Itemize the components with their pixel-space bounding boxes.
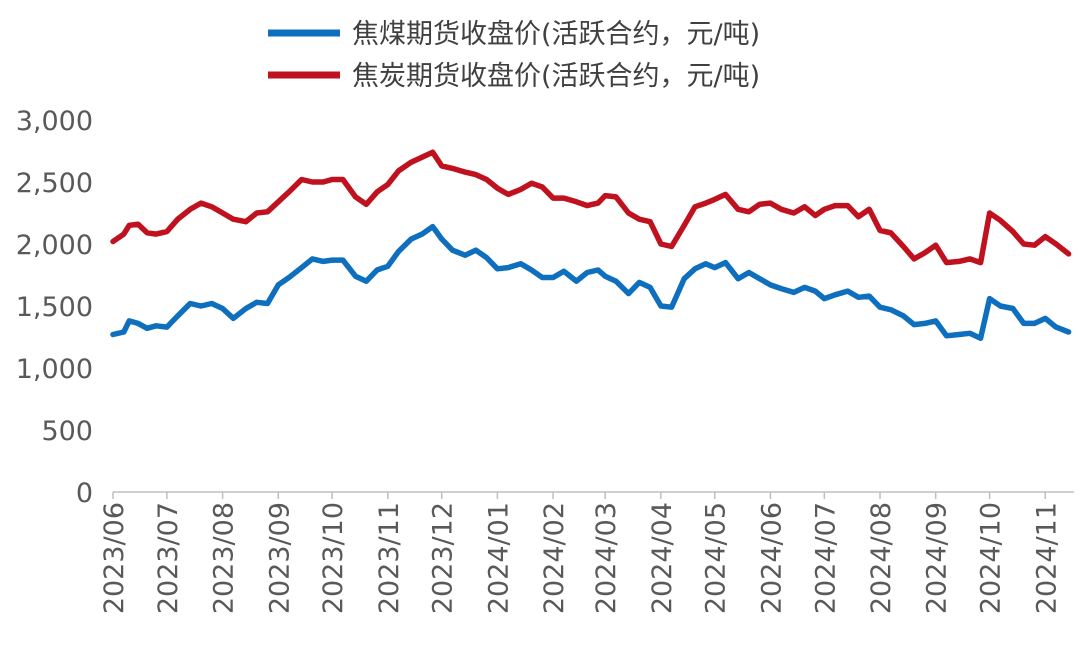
x-tick-label: 2024/06 xyxy=(756,502,787,614)
x-tick-label: 2023/08 xyxy=(209,502,240,614)
y-tick-label: 500 xyxy=(41,416,93,447)
x-axis: 2023/06 2023/07 2023/08 2023/09 2023/10 2023/… xyxy=(99,491,1074,614)
x-tick-label: 2024/05 xyxy=(701,502,732,614)
x-tick-label: 2024/01 xyxy=(483,502,514,614)
x-tick-label: 2024/11 xyxy=(1031,502,1062,614)
legend: 焦煤期货收盘价(活跃合约，元/吨) 焦炭期货收盘价(活跃合约，元/吨) xyxy=(268,19,760,92)
y-tick-label: 2,000 xyxy=(16,230,93,261)
y-tick-label: 1,500 xyxy=(16,292,93,323)
x-tick-label: 2023/10 xyxy=(318,502,349,614)
legend-label-coke: 焦炭期货收盘价(活跃合约，元/吨) xyxy=(352,61,760,92)
y-tick-label: 1,000 xyxy=(16,354,93,385)
x-tick-label: 2024/02 xyxy=(539,502,570,614)
x-tick-label: 2024/10 xyxy=(976,502,1007,614)
x-tick-label: 2023/09 xyxy=(264,502,295,614)
x-tick-label: 2024/08 xyxy=(866,502,897,614)
x-tick-label: 2023/12 xyxy=(428,502,459,614)
legend-label-coking-coal: 焦煤期货收盘价(活跃合约，元/吨) xyxy=(352,19,760,50)
x-tick-label: 2023/06 xyxy=(99,502,130,614)
x-tick-label: 2024/07 xyxy=(810,502,841,614)
series-layer xyxy=(110,149,1072,341)
x-tick-label: 2024/04 xyxy=(647,502,678,614)
y-axis: 0 500 1,000 1,500 2,000 2,500 3,000 xyxy=(16,106,93,509)
x-tick-label: 2024/09 xyxy=(922,502,953,614)
x-tick-label: 2024/03 xyxy=(591,502,622,614)
y-tick-label: 0 xyxy=(76,478,93,509)
x-tick-label: 2023/07 xyxy=(153,502,184,614)
series-line-coking-coal xyxy=(110,223,1072,341)
y-tick-label: 2,500 xyxy=(16,168,93,199)
x-tick-label: 2023/11 xyxy=(374,502,405,614)
y-tick-label: 3,000 xyxy=(16,106,93,137)
series-line-coke xyxy=(110,149,1072,266)
